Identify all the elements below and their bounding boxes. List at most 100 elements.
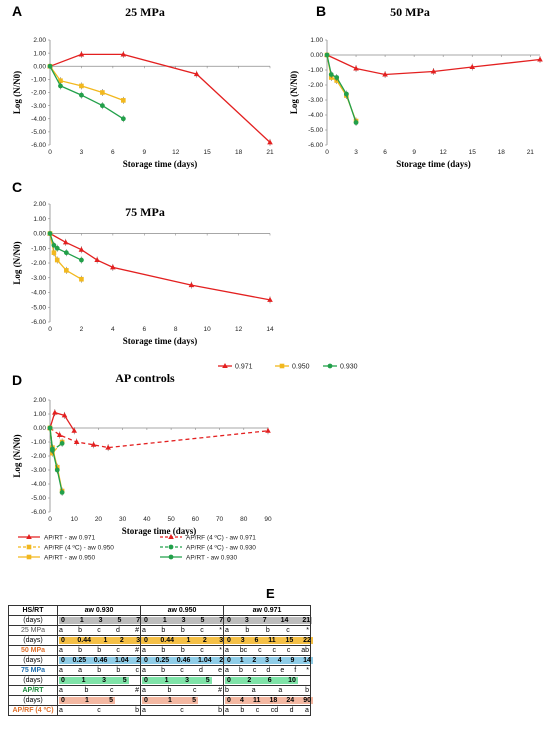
row-label: (days)	[8, 695, 58, 706]
x-tick-label: 12	[235, 326, 243, 333]
data-point	[54, 245, 60, 251]
data-point	[47, 425, 53, 431]
y-tick-label: 2.00	[33, 37, 46, 44]
table-row-letters: AP/RF (4 ºC) a c b a c b a b c cd d a	[8, 705, 311, 716]
data-point	[110, 264, 116, 270]
series-line	[49, 65, 124, 120]
cell-g930: a b c #	[57, 685, 141, 696]
cell-g930: a b c d #	[57, 625, 141, 636]
cell-g950: a b c #	[140, 685, 224, 696]
cell-g950: 0 0.44 1 2 3	[140, 635, 226, 646]
y-tick-label: -1.00	[31, 439, 46, 446]
x-tick-label: 0	[48, 516, 52, 523]
cell-g950: a b b c *	[140, 645, 224, 656]
x-tick-label: 9	[412, 149, 416, 156]
y-tick-label: -3.00	[31, 467, 46, 474]
cell-g971: 0 2 6 10	[223, 675, 311, 686]
x-tick-label: 50	[167, 516, 175, 523]
data-point	[430, 68, 437, 74]
legend-label: 0.950	[292, 364, 310, 371]
table-row-letters: 50 MPa a b b c # a b b c * a bc c c c ab	[8, 645, 311, 656]
x-tick-label: 12	[172, 149, 180, 156]
x-tick-label: 90	[264, 516, 272, 523]
series-0.930	[47, 231, 84, 264]
row-label: (days)	[8, 635, 58, 646]
x-tick-label: 8	[174, 326, 178, 333]
x-tick-label: 9	[142, 149, 146, 156]
y-tick-label: 2.00	[33, 397, 46, 404]
y-tick-label: 0.00	[310, 52, 323, 59]
legend-label: AP/RT - aw 0.971	[44, 534, 95, 541]
data-point	[334, 75, 340, 80]
panel-b: B 50 MPa 1.00 0.00 -1.00 -2.00 -3.00 -4.00 -5.00…	[289, 3, 543, 169]
data-point	[328, 72, 334, 77]
x-tick-label: 4	[111, 326, 115, 333]
y-tick-label: -6.00	[308, 142, 323, 149]
series-0.930	[47, 63, 126, 123]
y-tick-label: -1.00	[31, 77, 46, 84]
legend-label: AP/RT - aw 0.930	[186, 554, 237, 561]
y-tick-label: -2.00	[31, 90, 46, 97]
series-line	[49, 427, 269, 449]
x-tick-label: 60	[192, 516, 200, 523]
x-tick-label: 3	[80, 149, 84, 156]
y-tick-label: 1.00	[33, 216, 46, 223]
series-0.930	[324, 52, 359, 126]
data-point	[59, 490, 65, 495]
legend-marker	[168, 554, 174, 560]
data-point	[50, 446, 55, 452]
data-point	[188, 282, 195, 288]
y-axis-label: Log (N/N0)	[289, 71, 299, 114]
data-point	[58, 83, 63, 89]
legend-main: 0.971 0.950 0.930	[218, 363, 358, 371]
y-tick-label: 1.00	[310, 37, 323, 44]
x-tick-label: 0	[48, 326, 52, 333]
data-point	[353, 120, 359, 125]
x-tick-label: 18	[235, 149, 243, 156]
y-tick-label: -6.00	[31, 319, 46, 326]
x-tick-label: 30	[119, 516, 127, 523]
y-tick-label: 0.00	[33, 63, 46, 70]
y-tick-label: -5.00	[308, 127, 323, 134]
cell-g971: a bc c c c ab	[223, 645, 311, 656]
legend-marker	[168, 544, 174, 550]
y-tick-label: 1.00	[33, 411, 46, 418]
row-label: 75 MPa	[8, 665, 58, 676]
table-row-days: (days) 0 1 3 5 7 0 1 3 5 7 0 3 7 14 21	[8, 615, 313, 626]
data-point	[54, 257, 60, 263]
y-tick-label: -4.00	[308, 112, 323, 119]
legend-marker	[26, 534, 32, 539]
table-header-cell: aw 0.971	[223, 605, 311, 616]
series-line	[326, 54, 541, 76]
x-tick-label: 21	[527, 149, 535, 156]
cell-g930: a b b c #	[57, 645, 141, 656]
y-tick-label: 1.00	[33, 50, 46, 57]
y-tick-label: -1.00	[308, 67, 323, 74]
y-tick-label: -4.00	[31, 116, 46, 123]
y-tick-label: -6.00	[31, 142, 46, 149]
cell-g950: 0 0.25 0.46 1.04 2	[140, 655, 226, 666]
panel-label-e: E	[266, 586, 275, 601]
cell-g930: 0 0.25 0.46 1.04 2	[57, 655, 143, 666]
legend-marker	[26, 544, 32, 550]
series-line	[49, 411, 75, 432]
cell-g971: 0 3 6 11 15 22	[223, 635, 313, 646]
y-tick-label: -3.00	[31, 275, 46, 282]
table-row-days: (days) 0 0.25 0.46 1.04 2 0 0.25 0.46 1.04 2 0 1 2 3 4 9…	[8, 655, 313, 666]
x-tick-label: 20	[95, 516, 103, 523]
panel-d: D AP controls 2.00 1.00 0.00 -1.00 -2.00 -3.00 -…	[12, 371, 272, 536]
data-point	[267, 139, 273, 145]
y-tick-label: -3.00	[31, 103, 46, 110]
data-point	[78, 51, 85, 57]
data-point	[121, 98, 126, 103]
panel-a: A 25 MPa 2.00 1.00 0.00 -1.00 -2.00 -3.00 -4.00 -…	[12, 3, 274, 169]
data-point	[64, 268, 69, 273]
chart-title: 50 MPa	[390, 5, 430, 19]
data-point	[105, 444, 111, 450]
data-point	[71, 427, 78, 433]
